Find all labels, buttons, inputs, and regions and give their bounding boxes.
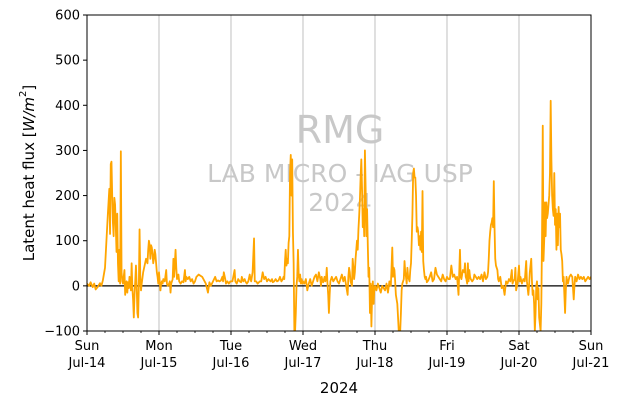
watermark: RMG LAB MICRO - IAG USP 2024 (207, 108, 473, 217)
x-tick-date-3: Jul-17 (284, 356, 322, 371)
x-tick-date-5: Jul-19 (428, 356, 466, 371)
x-tick-date-0: Jul-14 (68, 356, 106, 371)
x-tick-day-1: Mon (145, 339, 172, 354)
x-tick-day-0: Sun (75, 339, 100, 354)
y-axis-label-close: ] (20, 85, 38, 91)
y-tick-label-0: −100 (44, 325, 80, 340)
x-tick-day-3: Wed (289, 339, 317, 354)
y-tick-label-5: 400 (55, 99, 80, 114)
x-tick-day-7: Sun (579, 339, 604, 354)
x-tick-date-7: Jul-21 (572, 356, 610, 371)
x-tick-day-5: Fri (439, 339, 455, 354)
x-tick-date-1: Jul-15 (140, 356, 178, 371)
y-axis-label-exponent: 2 (18, 91, 29, 97)
y-axis-ticks: −100 0 100 200 300 400 500 600 (44, 9, 87, 340)
x-tick-day-6: Sat (508, 339, 529, 354)
y-tick-label-6: 500 (55, 54, 80, 69)
watermark-line-3: 2024 (308, 188, 372, 217)
x-tick-day-4: Thu (362, 339, 387, 354)
x-tick-day-2: Tue (219, 339, 242, 354)
y-axis-label-unit: W/m (20, 97, 38, 132)
y-tick-label-2: 100 (55, 234, 80, 249)
y-tick-label-4: 300 (55, 144, 80, 159)
y-tick-label-7: 600 (55, 9, 80, 24)
x-tick-date-6: Jul-20 (500, 356, 538, 371)
y-tick-label-3: 200 (55, 189, 80, 204)
series-group (87, 99, 591, 331)
series-line-0 (87, 99, 591, 331)
watermark-line-2: LAB MICRO - IAG USP (207, 159, 473, 188)
x-axis-ticks: Sun Jul-14 Mon Jul-15 Tue Jul-16 Wed Jul-17 Thu J… (68, 331, 610, 371)
y-axis-label: Latent heat flux [W/m2] (18, 85, 38, 262)
watermark-line-1: RMG (296, 108, 385, 152)
x-tick-date-2: Jul-16 (212, 356, 250, 371)
x-axis-label: 2024 (320, 379, 358, 397)
y-axis-label-main: Latent heat flux [ (20, 131, 38, 261)
x-tick-date-4: Jul-18 (356, 356, 394, 371)
y-tick-label-1: 0 (72, 279, 80, 294)
